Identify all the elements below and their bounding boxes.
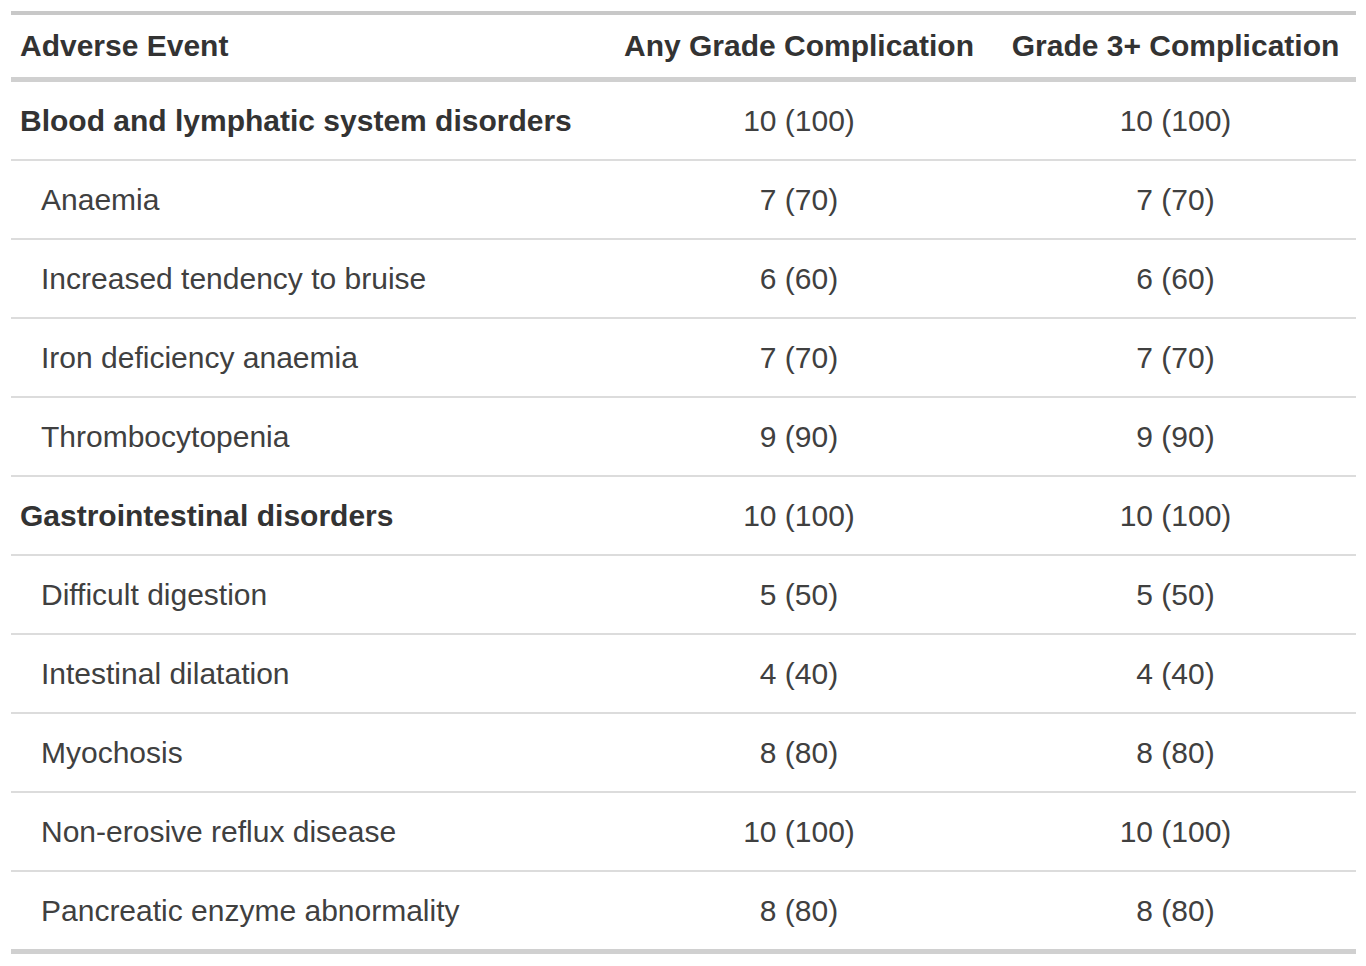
adverse-event-label: Gastrointestinal disorders [11, 476, 603, 555]
grade-3-plus-value: 4 (40) [995, 634, 1356, 713]
grade-3-plus-value: 10 (100) [995, 476, 1356, 555]
grade-3-plus-value: 8 (80) [995, 871, 1356, 952]
table-container: Adverse Event Any Grade Complication Gra… [0, 0, 1366, 954]
table-row-section: Blood and lymphatic system disorders10 (… [11, 80, 1356, 161]
any-grade-value: 7 (70) [603, 160, 995, 239]
any-grade-value: 9 (90) [603, 397, 995, 476]
grade-3-plus-value: 9 (90) [995, 397, 1356, 476]
adverse-event-label: Thrombocytopenia [11, 397, 603, 476]
table-row: Non-erosive reflux disease10 (100)10 (10… [11, 792, 1356, 871]
any-grade-value: 4 (40) [603, 634, 995, 713]
table-row: Iron deficiency anaemia7 (70)7 (70) [11, 318, 1356, 397]
grade-3-plus-value: 7 (70) [995, 160, 1356, 239]
grade-3-plus-value: 6 (60) [995, 239, 1356, 318]
table-row: Myochosis8 (80)8 (80) [11, 713, 1356, 792]
grade-3-plus-value: 5 (50) [995, 555, 1356, 634]
adverse-event-label: Difficult digestion [11, 555, 603, 634]
any-grade-value: 10 (100) [603, 792, 995, 871]
any-grade-value: 10 (100) [603, 476, 995, 555]
any-grade-value: 7 (70) [603, 318, 995, 397]
adverse-event-label: Myochosis [11, 713, 603, 792]
grade-3-plus-value: 7 (70) [995, 318, 1356, 397]
adverse-event-label: Intestinal dilatation [11, 634, 603, 713]
any-grade-value: 8 (80) [603, 713, 995, 792]
grade-3-plus-value: 10 (100) [995, 80, 1356, 161]
any-grade-value: 5 (50) [603, 555, 995, 634]
any-grade-value: 6 (60) [603, 239, 995, 318]
grade-3-plus-value: 10 (100) [995, 792, 1356, 871]
grade-3-plus-value: 8 (80) [995, 713, 1356, 792]
any-grade-value: 8 (80) [603, 871, 995, 952]
table-row: Increased tendency to bruise6 (60)6 (60) [11, 239, 1356, 318]
adverse-events-table: Adverse Event Any Grade Complication Gra… [11, 11, 1356, 954]
column-header-any-grade-complication: Any Grade Complication [603, 13, 995, 80]
table-body: Blood and lymphatic system disorders10 (… [11, 80, 1356, 952]
table-row: Intestinal dilatation4 (40)4 (40) [11, 634, 1356, 713]
table-row: Anaemia7 (70)7 (70) [11, 160, 1356, 239]
column-header-adverse-event: Adverse Event [11, 13, 603, 80]
table-row: Pancreatic enzyme abnormality8 (80)8 (80… [11, 871, 1356, 952]
table-header-row: Adverse Event Any Grade Complication Gra… [11, 13, 1356, 80]
adverse-event-label: Iron deficiency anaemia [11, 318, 603, 397]
table-row: Thrombocytopenia9 (90)9 (90) [11, 397, 1356, 476]
table-row: Difficult digestion5 (50)5 (50) [11, 555, 1356, 634]
any-grade-value: 10 (100) [603, 80, 995, 161]
column-header-grade-3-plus-complication: Grade 3+ Complication [995, 13, 1356, 80]
adverse-event-label: Increased tendency to bruise [11, 239, 603, 318]
adverse-event-label: Anaemia [11, 160, 603, 239]
adverse-event-label: Non-erosive reflux disease [11, 792, 603, 871]
adverse-event-label: Blood and lymphatic system disorders [11, 80, 603, 161]
adverse-event-label: Pancreatic enzyme abnormality [11, 871, 603, 952]
table-row-section: Gastrointestinal disorders10 (100)10 (10… [11, 476, 1356, 555]
